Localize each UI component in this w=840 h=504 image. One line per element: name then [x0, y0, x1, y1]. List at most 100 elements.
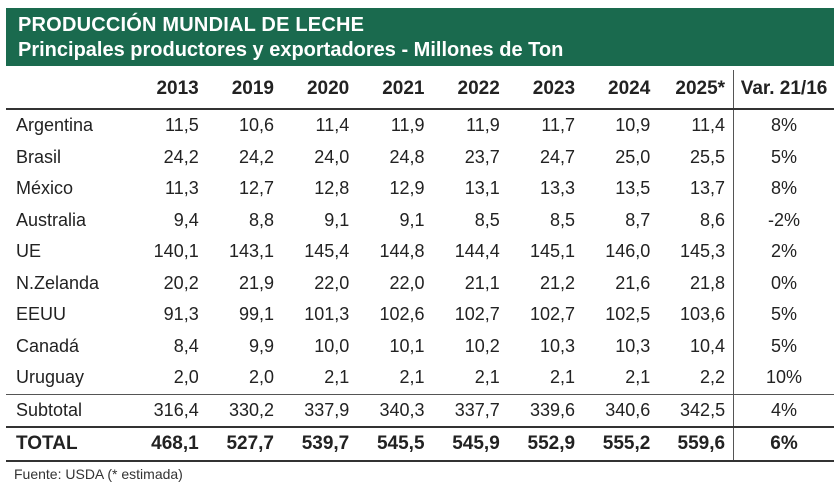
value-cell: 21,8: [690, 272, 726, 293]
table-row: N.Zelanda 20,2 21,9 22,0 22,0 21,1 21,2 21,6 21,…: [6, 267, 834, 299]
variation-cell: 5%: [733, 299, 834, 331]
value-cell: 145,3: [680, 241, 726, 262]
value-cell: 11,9: [390, 115, 425, 136]
table-row: Argentina 11,5 10,6 11,4 11,9 11,9 11,7 10,9 11,…: [6, 109, 834, 142]
value-cell: 24,7: [540, 146, 576, 167]
column-header: 2013: [131, 70, 207, 110]
value-cell: 21,1: [464, 272, 500, 293]
row-label: Canadá: [16, 335, 80, 356]
column-header: 2019: [206, 70, 282, 110]
value-cell: 13,1: [464, 178, 500, 199]
value-cell: 143,1: [228, 241, 274, 262]
milk-production-table: 2013 2019 2020 2021 2022 2023 2024 2025*…: [6, 70, 834, 462]
value-cell: 21,6: [615, 272, 651, 293]
value-cell: 2,2: [700, 367, 726, 388]
value-cell: 140,1: [153, 241, 199, 262]
value-cell: 25,5: [690, 146, 726, 167]
column-header: Var. 21/16: [733, 70, 834, 110]
value-cell: 10,4: [690, 335, 726, 356]
value-cell: 330,2: [206, 393, 282, 427]
table-row: México 11,3 12,7 12,8 12,9 13,1 13,3 13,5 13,7 8%: [6, 173, 834, 205]
value-cell: 10,3: [615, 335, 651, 356]
table-row: Uruguay 2,0 2,0 2,1 2,1 2,1 2,1 2,1 2,2 10%: [6, 362, 834, 394]
value-cell: 11,3: [165, 178, 199, 199]
value-cell: 9,1: [399, 209, 425, 230]
variation-cell: 10%: [733, 362, 834, 394]
table-body: Argentina 11,5 10,6 11,4 11,9 11,9 11,7 10,9 11,…: [6, 109, 834, 462]
value-cell: 559,6: [658, 426, 734, 462]
value-cell: 24,8: [389, 146, 425, 167]
value-cell: 10,0: [314, 335, 350, 356]
value-cell: 20,2: [163, 272, 199, 293]
column-header: 2023: [507, 70, 584, 110]
row-label: México: [16, 178, 74, 199]
value-cell: 316,4: [131, 393, 207, 427]
value-cell: 21,2: [540, 272, 576, 293]
row-label: UE: [16, 241, 42, 262]
value-cell: 21,9: [238, 272, 274, 293]
value-cell: 145,1: [530, 241, 576, 262]
value-cell: 337,9: [281, 393, 358, 427]
value-cell: 8,8: [248, 209, 274, 230]
value-cell: 9,9: [248, 335, 274, 356]
value-cell: 24,2: [163, 146, 199, 167]
value-cell: 11,4: [691, 115, 726, 136]
value-cell: 339,6: [507, 393, 584, 427]
value-cell: 8,5: [474, 209, 500, 230]
column-header: 2024: [583, 70, 659, 110]
value-cell: 144,8: [379, 241, 425, 262]
variation-cell: -2%: [733, 204, 834, 236]
column-header: 2020: [281, 70, 358, 110]
value-cell: 468,1: [131, 426, 207, 462]
value-cell: 10,3: [540, 335, 576, 356]
value-cell: 102,5: [605, 304, 651, 325]
total-row: TOTAL 468,1 527,7 539,7 545,5 545,9 552,9 555,2…: [6, 426, 834, 462]
column-header: 2025*: [658, 70, 734, 110]
value-cell: 10,2: [464, 335, 500, 356]
value-cell: 10,1: [389, 335, 425, 356]
column-header: [6, 70, 132, 110]
value-cell: 91,3: [163, 304, 199, 325]
value-cell: 13,7: [690, 178, 726, 199]
row-label: Subtotal: [6, 393, 132, 427]
value-cell: 25,0: [615, 146, 651, 167]
column-header: 2022: [432, 70, 508, 110]
value-cell: 8,4: [173, 335, 199, 356]
row-label: TOTAL: [6, 426, 132, 462]
value-cell: 144,4: [454, 241, 500, 262]
header-row: 2013 2019 2020 2021 2022 2023 2024 2025*…: [6, 70, 834, 110]
value-cell: 11,4: [315, 115, 350, 136]
value-cell: 545,5: [357, 426, 433, 462]
value-cell: 545,9: [432, 426, 508, 462]
value-cell: 555,2: [583, 426, 659, 462]
value-cell: 2,1: [474, 367, 500, 388]
variation-cell: 4%: [733, 393, 834, 427]
value-cell: 102,6: [379, 304, 425, 325]
value-cell: 12,7: [238, 178, 274, 199]
table-row: Australia 9,4 8,8 9,1 9,1 8,5 8,5 8,7 8,6 -2%: [6, 204, 834, 236]
column-header: 2021: [357, 70, 433, 110]
value-cell: 342,5: [658, 393, 734, 427]
value-cell: 2,1: [399, 367, 425, 388]
value-cell: 340,3: [357, 393, 433, 427]
row-label: Argentina: [16, 115, 94, 136]
subtotal-row: Subtotal 316,4 330,2 337,9 340,3 337,7 339,6 34…: [6, 393, 834, 427]
value-cell: 9,1: [324, 209, 350, 230]
table-row: Canadá 8,4 9,9 10,0 10,1 10,2 10,3 10,3 10,4 5%: [6, 330, 834, 362]
value-cell: 103,6: [680, 304, 726, 325]
value-cell: 2,1: [550, 367, 576, 388]
variation-cell: 5%: [733, 330, 834, 362]
value-cell: 102,7: [530, 304, 576, 325]
table-row: EEUU 91,3 99,1 101,3 102,6 102,7 102,7 102,5 103…: [6, 299, 834, 331]
value-cell: 527,7: [206, 426, 282, 462]
value-cell: 337,7: [432, 393, 508, 427]
row-label: Uruguay: [16, 367, 85, 388]
value-cell: 539,7: [281, 426, 358, 462]
value-cell: 101,3: [304, 304, 350, 325]
value-cell: 340,6: [583, 393, 659, 427]
value-cell: 11,7: [541, 115, 576, 136]
title-banner: PRODUCCIÓN MUNDIAL DE LECHE Principales …: [6, 8, 834, 66]
value-cell: 22,0: [389, 272, 425, 293]
row-label: Australia: [16, 209, 87, 230]
value-cell: 24,0: [314, 146, 350, 167]
